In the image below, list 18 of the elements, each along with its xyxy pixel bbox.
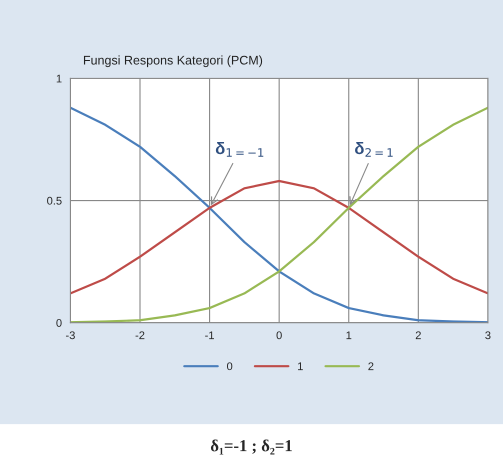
y-tick-label: 0 [56, 318, 62, 327]
x-tick-label: 1 [346, 331, 352, 340]
line-series [70, 180, 488, 294]
text: δ₁=-1 ; δ₂=1 [210, 440, 292, 455]
legend-label: 0 [226, 362, 232, 370]
legend-label: 2 [368, 362, 374, 370]
x-tick-label: 2 [416, 331, 421, 340]
legend-label: 1 [298, 362, 303, 370]
y-tick-label: 1 [56, 74, 62, 82]
annotation: δ$_{1=−1}$ [216, 142, 264, 157]
x-tick-label: -3 [66, 331, 75, 340]
x-tick-label: -1 [205, 331, 214, 340]
x-tick-label: 3 [485, 331, 491, 340]
y-tick-label: 0.5 [47, 196, 62, 205]
annotation: δ$_{2=1}$ [355, 142, 393, 157]
x-tick-label: -2 [136, 331, 144, 340]
chart-title: Fungsi Respons Kategori (PCM) [84, 55, 262, 68]
x-tick-label: 0 [276, 331, 282, 340]
